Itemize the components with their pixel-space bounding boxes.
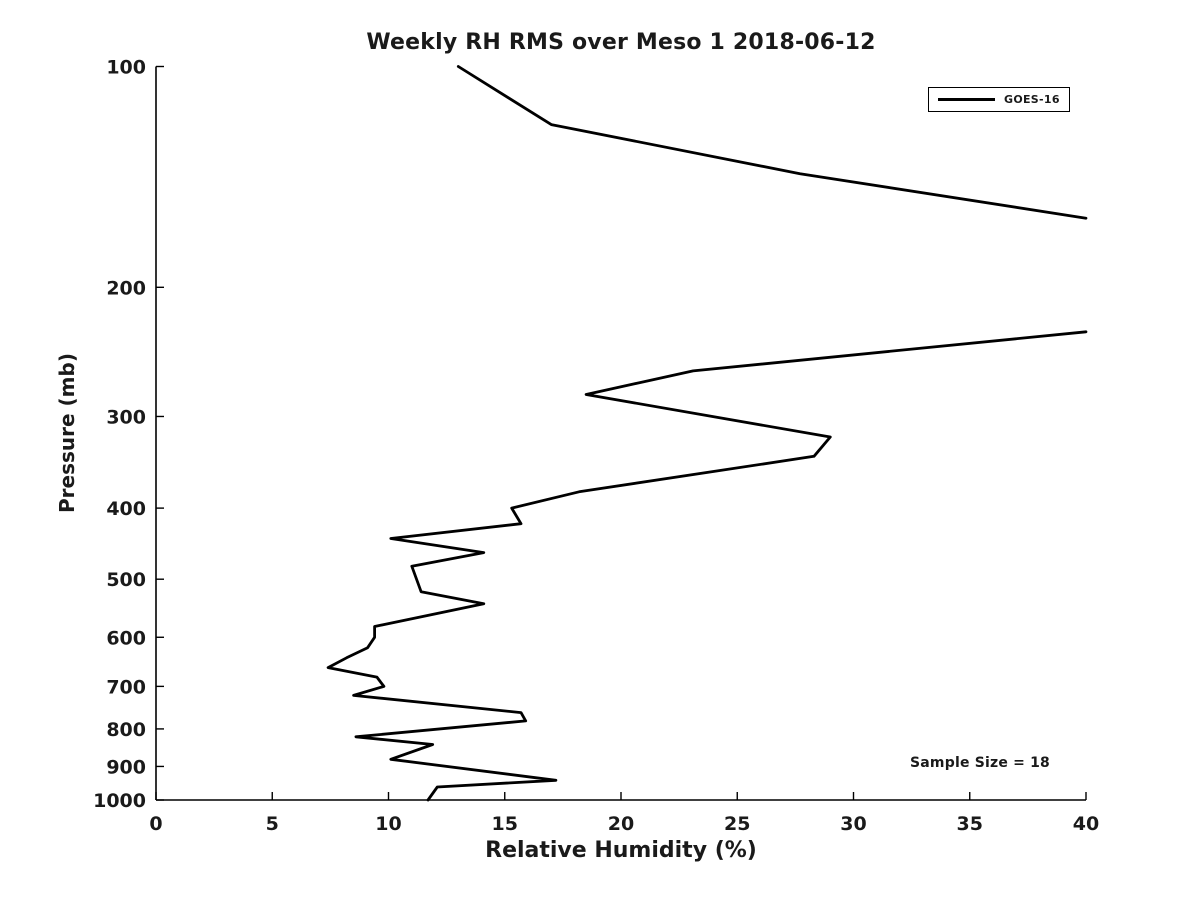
- y-tick-label: 700: [106, 676, 146, 698]
- y-tick-label: 600: [106, 627, 146, 649]
- x-tick-label: 10: [375, 813, 401, 835]
- x-tick-label: 5: [266, 813, 279, 835]
- y-tick-label: 900: [106, 756, 146, 778]
- y-tick-label: 200: [106, 277, 146, 299]
- x-tick-label: 30: [840, 813, 866, 835]
- x-tick-label: 15: [492, 813, 518, 835]
- series-goes-16-path: [326, 330, 1088, 802]
- x-tick-label: 0: [149, 813, 162, 835]
- x-tick-label: 35: [957, 813, 983, 835]
- y-tick-label: 500: [106, 569, 146, 591]
- x-tick-label: 25: [724, 813, 750, 835]
- series-goes-16-path: [456, 65, 1088, 220]
- y-axis-label: Pressure (mb): [55, 353, 79, 513]
- y-tick-label: 800: [106, 719, 146, 741]
- sample-size-annotation: Sample Size = 18: [910, 755, 1050, 771]
- y-tick-label: 400: [106, 498, 146, 520]
- x-axis-label: Relative Humidity (%): [485, 838, 757, 863]
- legend: GOES-16: [928, 87, 1070, 112]
- x-tick-label: 40: [1073, 813, 1099, 835]
- x-tick-label: 20: [608, 813, 634, 835]
- chart-title: Weekly RH RMS over Meso 1 2018-06-12: [366, 30, 876, 55]
- y-tick-label: 1000: [93, 790, 146, 812]
- legend-line-swatch: [938, 98, 995, 101]
- legend-label: GOES-16: [1004, 93, 1060, 106]
- y-tick-label: 100: [106, 57, 146, 79]
- y-tick-label: 300: [106, 406, 146, 428]
